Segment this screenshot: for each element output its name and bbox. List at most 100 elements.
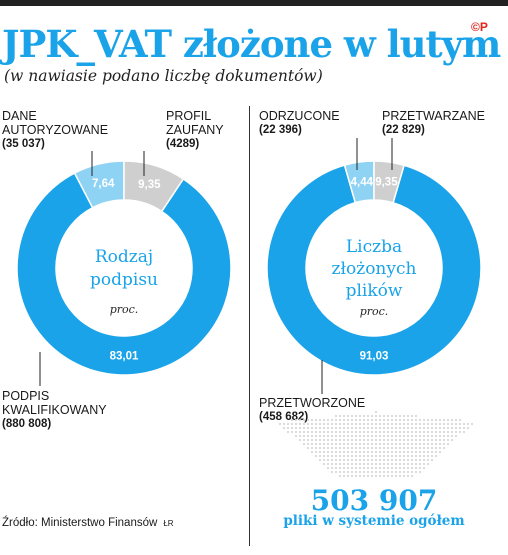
decorative-dot xyxy=(358,426,362,430)
decorative-dot xyxy=(386,434,390,438)
decorative-dot xyxy=(462,422,466,426)
decorative-dot xyxy=(346,450,350,454)
decorative-dot xyxy=(286,426,290,430)
decorative-dot xyxy=(438,422,442,426)
decorative-dot xyxy=(430,422,434,426)
decorative-dot xyxy=(446,426,450,430)
decorative-dot xyxy=(398,418,402,422)
label-dane-autoryzowane: DANE AUTORYZOWANE (35 037) xyxy=(2,109,109,150)
decorative-dot xyxy=(442,438,446,442)
decorative-dot xyxy=(310,426,314,430)
decorative-dot xyxy=(330,454,334,458)
decorative-dot xyxy=(358,422,362,426)
decorative-dot xyxy=(346,462,350,466)
decorative-dot xyxy=(390,426,394,430)
decorative-dot xyxy=(426,450,430,454)
decorative-dot xyxy=(326,434,330,438)
decorative-dot xyxy=(398,442,402,446)
decorative-dot xyxy=(358,418,362,422)
decorative-dot xyxy=(386,418,390,422)
decorative-dot xyxy=(398,414,402,418)
decorative-dot xyxy=(394,474,398,478)
decorative-dot xyxy=(366,418,370,422)
decorative-dot xyxy=(414,470,418,474)
label-profil-zaufany: PROFIL ZAUFANY (4289) xyxy=(166,109,224,150)
decorative-dot xyxy=(390,458,394,462)
decorative-dot xyxy=(358,466,362,470)
decorative-dot xyxy=(346,426,350,430)
decorative-dot xyxy=(406,450,410,454)
decorative-dot xyxy=(354,426,358,430)
decorative-dot xyxy=(366,474,370,478)
decorative-dot xyxy=(406,442,410,446)
decorative-dot xyxy=(346,446,350,450)
decorative-dot xyxy=(330,438,334,442)
decorative-dot xyxy=(402,418,406,422)
decorative-dot xyxy=(434,446,438,450)
decorative-dot xyxy=(454,434,458,438)
decorative-dot xyxy=(366,466,370,470)
decorative-dot xyxy=(338,462,342,466)
decorative-dot xyxy=(458,430,462,434)
decorative-dot xyxy=(334,446,338,450)
decorative-dot xyxy=(338,426,342,430)
decorative-dot xyxy=(462,430,466,434)
decorative-dot xyxy=(430,418,434,422)
decorative-dot xyxy=(422,458,426,462)
decorative-dot xyxy=(286,430,290,434)
decorative-dot xyxy=(422,454,426,458)
decorative-dot xyxy=(366,450,370,454)
decorative-dot xyxy=(334,442,338,446)
decorative-dot xyxy=(446,430,450,434)
decorative-dot xyxy=(414,422,418,426)
decorative-dot xyxy=(370,430,374,434)
decorative-dot xyxy=(374,446,378,450)
decorative-dot xyxy=(366,446,370,450)
decorative-dot xyxy=(378,450,382,454)
decorative-dot xyxy=(342,422,346,426)
decorative-dot xyxy=(450,426,454,430)
decorative-dot xyxy=(406,462,410,466)
decorative-dot xyxy=(362,474,366,478)
decorative-dot xyxy=(418,446,422,450)
decorative-dot xyxy=(354,450,358,454)
decorative-dot xyxy=(366,458,370,462)
decorative-dot xyxy=(414,426,418,430)
decorative-dot xyxy=(394,470,398,474)
decorative-dot xyxy=(370,434,374,438)
decorative-dot xyxy=(430,458,434,462)
decorative-dot xyxy=(354,434,358,438)
decorative-dot xyxy=(326,462,330,466)
decorative-dot xyxy=(346,454,350,458)
decorative-dot xyxy=(318,438,322,442)
decorative-dot xyxy=(346,474,350,478)
decorative-dot xyxy=(446,434,450,438)
decorative-dot xyxy=(350,458,354,462)
decorative-dot xyxy=(406,454,410,458)
decorative-dot xyxy=(390,450,394,454)
decorative-dot xyxy=(418,458,422,462)
decorative-dot xyxy=(438,450,442,454)
decorative-dot xyxy=(330,430,334,434)
decorative-dot xyxy=(430,430,434,434)
decorative-dot xyxy=(422,430,426,434)
decorative-dot xyxy=(370,446,374,450)
decorative-dot xyxy=(382,414,386,418)
decorative-dot xyxy=(402,430,406,434)
column-divider xyxy=(249,106,250,546)
decorative-dot xyxy=(326,450,330,454)
decorative-dot xyxy=(326,430,330,434)
decorative-dot xyxy=(370,442,374,446)
decorative-dot xyxy=(342,450,346,454)
decorative-dot xyxy=(330,462,334,466)
decorative-dot xyxy=(370,454,374,458)
decorative-dot xyxy=(414,462,418,466)
decorative-dot xyxy=(402,454,406,458)
decorative-dot xyxy=(370,438,374,442)
segment-value-label: 9,35 xyxy=(138,179,161,191)
decorative-dot xyxy=(346,430,350,434)
decorative-dot xyxy=(398,450,402,454)
decorative-dot xyxy=(386,466,390,470)
decorative-dot xyxy=(326,454,330,458)
decorative-dot xyxy=(334,426,338,430)
